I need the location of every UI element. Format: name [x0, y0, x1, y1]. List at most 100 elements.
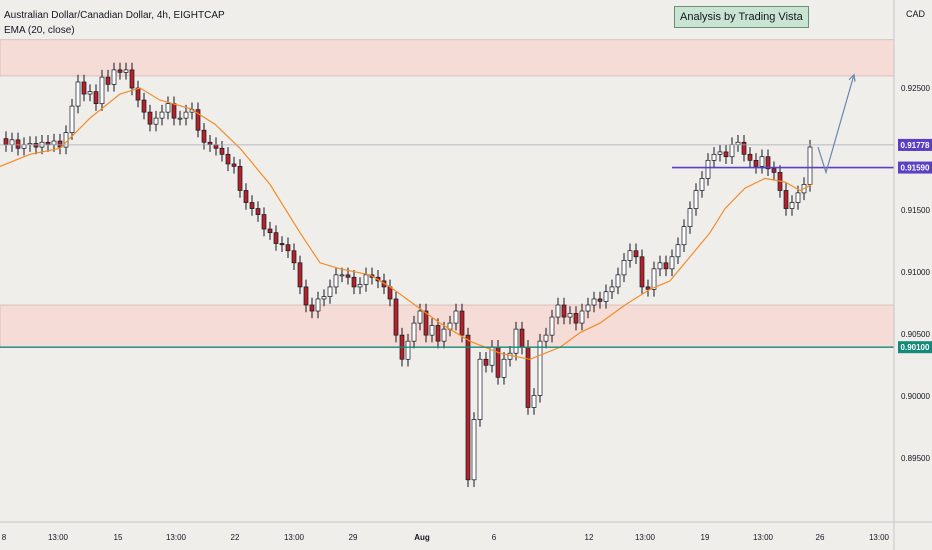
candle-down [393, 298, 399, 336]
y-tick-label: 0.89500 [901, 454, 930, 463]
projection-path [817, 74, 855, 175]
candle-up [567, 313, 573, 318]
candle-down [525, 346, 531, 408]
candle-down [3, 138, 9, 146]
candle-down [783, 190, 789, 209]
x-tick-label: 13:00 [753, 533, 774, 542]
candle-up [543, 334, 549, 342]
candle-down [285, 244, 291, 252]
candle-up [51, 140, 57, 146]
x-tick-label: 13:00 [635, 533, 656, 542]
price-zone-0 [0, 39, 895, 77]
candle-up [159, 111, 165, 119]
x-tick-label: 29 [349, 533, 358, 542]
candle-up [657, 262, 663, 270]
candle-down [171, 103, 177, 119]
price-tag-label: 0.91590 [901, 164, 930, 173]
analysis-badge: Analysis by Trading Vista [674, 6, 809, 28]
candle-down [753, 159, 759, 167]
candle-up [795, 192, 801, 203]
candle-up [675, 244, 681, 258]
y-tick-label: 0.91500 [901, 206, 930, 215]
symbol-title: Australian Dollar/Canadian Dollar, 4h, E… [4, 10, 225, 21]
candle-down [747, 153, 753, 161]
candle-up [681, 226, 687, 246]
candle-down [195, 109, 201, 131]
x-tick-label: 13:00 [284, 533, 305, 542]
candle-up [333, 274, 339, 288]
price-tag-resistance [898, 161, 932, 174]
candle-up [687, 208, 693, 227]
candle-down [57, 140, 63, 148]
candle-up [555, 304, 561, 318]
candle-down [135, 87, 141, 101]
candle-up [183, 111, 189, 119]
candle-down [423, 310, 429, 336]
x-tick-label: 13:00 [869, 533, 890, 542]
candle-up [75, 81, 81, 107]
candle-down [141, 99, 147, 113]
candle-up [87, 91, 93, 95]
candle-down [279, 243, 285, 246]
x-tick-label: Aug [414, 533, 430, 542]
candle-up [711, 153, 717, 161]
candle-up [627, 250, 633, 261]
candle-up [603, 291, 609, 302]
candle-down [93, 91, 99, 105]
candle-down [633, 250, 639, 258]
x-tick-label: 26 [816, 533, 825, 542]
candle-down [261, 214, 267, 230]
candle-down [105, 76, 111, 85]
y-tick-label: 0.90500 [901, 330, 930, 339]
candle-up [177, 117, 183, 120]
candle-up [513, 328, 519, 354]
candle-down [459, 310, 465, 336]
candle-down [129, 69, 135, 89]
candle-down [483, 358, 489, 366]
candle-up [315, 298, 321, 312]
candle-down [351, 276, 357, 288]
candle-up [477, 358, 483, 420]
candle-down [201, 129, 207, 143]
candle-up [9, 139, 15, 146]
candle-down [147, 111, 153, 125]
candle-up [99, 76, 105, 105]
candle-down [297, 262, 303, 288]
candle-down [639, 256, 645, 288]
ema-line [0, 87, 813, 360]
candle-up [531, 395, 537, 408]
candle-down [741, 141, 747, 155]
candle-up [717, 151, 723, 155]
candle-down [345, 274, 351, 278]
candle-down [207, 141, 213, 146]
x-tick-label: 6 [492, 533, 497, 542]
price-tag-label: 0.90100 [901, 343, 930, 352]
x-tick-label: 13:00 [166, 533, 187, 542]
candle-up [123, 69, 129, 73]
candle-down [237, 166, 243, 191]
candle-up [453, 310, 459, 324]
candle-down [267, 228, 273, 234]
candle-up [429, 325, 435, 336]
candle-up [471, 419, 477, 481]
candle-up [735, 141, 741, 146]
candle-up [321, 296, 327, 300]
candle-down [435, 325, 441, 342]
candle-up [615, 274, 621, 288]
candle-down [225, 153, 231, 165]
candle-up [537, 340, 543, 396]
chart-legend: Australian Dollar/Canadian Dollar, 4h, E… [4, 8, 225, 38]
candle-up [69, 105, 75, 133]
candle-up [507, 352, 513, 360]
x-tick-label: 12 [585, 533, 594, 542]
candle-down [519, 328, 525, 348]
candle-up [609, 286, 615, 293]
candle-down [231, 163, 237, 167]
candle-up [579, 310, 585, 324]
candle-up [705, 159, 711, 179]
price-tag-last [898, 138, 932, 151]
x-tick-label: 19 [701, 533, 710, 542]
y-tick-label: 0.90000 [901, 392, 930, 401]
candle-up [417, 310, 423, 324]
